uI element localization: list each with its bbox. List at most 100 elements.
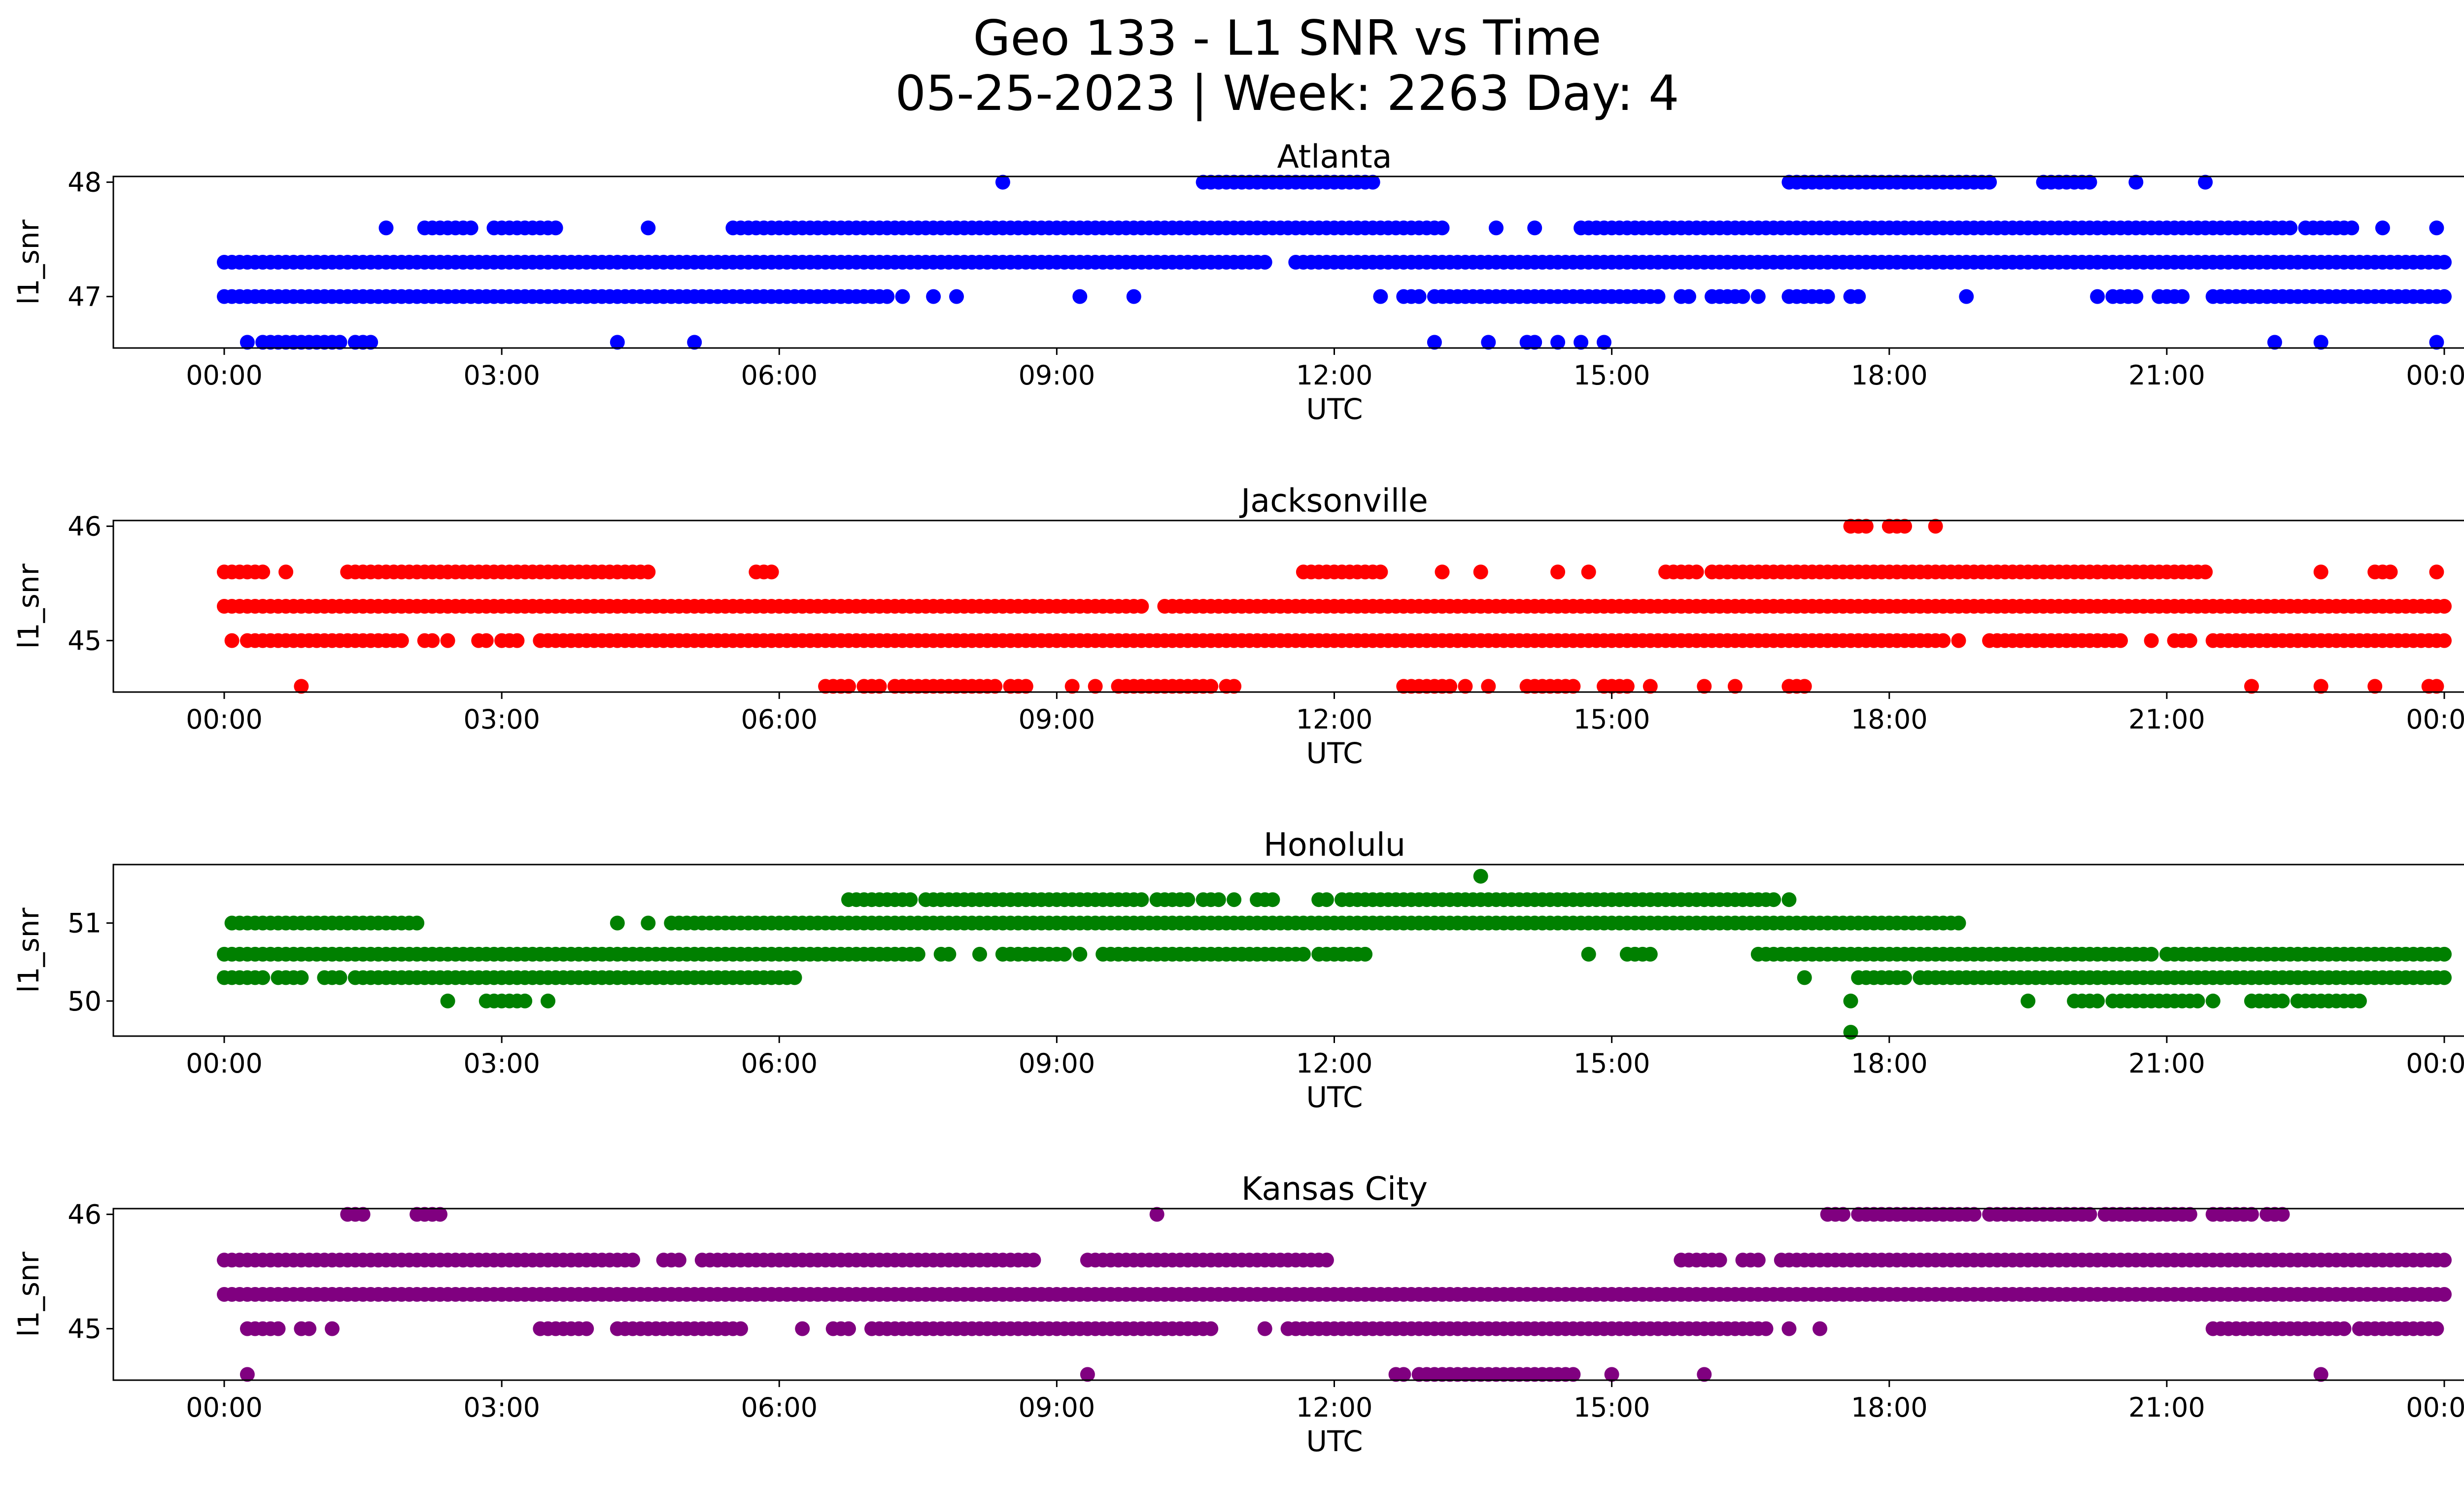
x-tick-label: 18:00 [1851,704,1928,735]
y-axis-label: l1_snr [12,1252,45,1337]
data-point [2313,1367,2328,1382]
data-point [1018,679,1033,694]
data-point [1527,335,1542,350]
data-point [795,1321,810,1336]
data-point [2182,633,2197,648]
data-point [332,970,347,985]
data-point [517,993,533,1008]
x-tick-label: 15:00 [1574,1392,1650,1423]
x-tick-label: 03:00 [463,360,540,391]
data-point [1550,335,1566,350]
data-point [240,1367,255,1382]
data-point [433,1207,447,1222]
data-point [1781,1321,1797,1336]
x-tick-label: 06:00 [741,704,818,735]
data-point [949,289,964,304]
data-point [1080,1367,1095,1382]
data-point [2437,1287,2452,1302]
data-point [1936,633,1951,648]
data-point [1435,220,1450,236]
data-point [2437,289,2452,304]
x-tick-label: 15:00 [1574,704,1650,735]
data-point [1897,970,1912,985]
data-point [2082,1207,2097,1222]
data-point [2090,289,2105,304]
data-point [2437,599,2452,614]
data-point [1781,892,1797,907]
x-tick-label: 18:00 [1851,1048,1928,1079]
x-tick-label: 00:00 [2406,360,2464,391]
data-point [988,679,1003,694]
data-point [2244,1207,2259,1222]
data-point [1566,1367,1581,1382]
suptitle-line-1: Geo 133 - L1 SNR vs Time [973,10,1602,67]
data-point [610,915,625,931]
data-point [2128,289,2144,304]
data-point [325,1321,340,1336]
data-point [425,633,440,648]
data-point [1851,289,1866,304]
data-point [1797,679,1812,694]
data-point [2205,993,2221,1008]
data-point [1581,564,1596,580]
data-point [1481,335,1496,350]
x-tick-label: 09:00 [1019,1048,1095,1079]
data-point [926,289,941,304]
scatter-series-jacksonville [217,519,2452,694]
data-point [1411,289,1427,304]
data-point [394,633,409,648]
data-point [410,915,425,931]
data-point [1458,679,1473,694]
x-tick-label: 12:00 [1296,704,1373,735]
x-tick-label: 06:00 [741,1392,818,1423]
x-tick-label: 09:00 [1019,704,1095,735]
y-tick-label: 45 [68,626,102,657]
data-point [224,633,240,648]
data-point [1203,679,1219,694]
data-point [1735,289,1750,304]
scatter-series-kansas-city [217,1207,2452,1382]
data-point [2383,564,2398,580]
x-tick-label: 12:00 [1296,1048,1373,1079]
data-point [1843,1025,1858,1040]
data-point [1550,564,1566,580]
data-point [479,633,494,648]
data-point [1858,519,1874,534]
data-point [255,564,271,580]
data-point [972,946,987,962]
panel-title-honolulu: Honolulu [1264,827,1405,864]
x-tick-label: 06:00 [741,1048,818,1079]
data-point [2429,335,2444,350]
data-point [641,915,656,931]
data-point [378,220,394,236]
data-point [1396,1367,1411,1382]
x-tick-label: 15:00 [1574,360,1650,391]
scatter-series-honolulu [217,869,2452,1040]
data-point [1072,289,1088,304]
data-point [1619,679,1635,694]
x-tick-label: 00:00 [2406,704,2464,735]
x-tick-label: 09:00 [1019,1392,1095,1423]
data-point [1064,679,1080,694]
data-point [872,679,887,694]
data-point [1689,564,1704,580]
data-point [463,220,479,236]
data-point [294,970,309,985]
data-point [1797,970,1812,985]
data-point [2128,174,2144,190]
data-point [1650,289,1666,304]
data-point [1928,519,1943,534]
data-point [641,564,656,580]
panel-title-atlanta: Atlanta [1277,139,1392,175]
data-point [787,970,802,985]
data-point [2437,946,2452,962]
data-point [1319,1252,1334,1268]
data-point [1712,1252,1727,1268]
x-tick-label: 00:00 [186,1048,263,1079]
data-point [2275,993,2290,1008]
data-point [1835,1207,1850,1222]
data-point [1365,174,1380,190]
data-point [302,1321,317,1336]
data-point [1203,1321,1219,1336]
x-axis-label: UTC [1306,392,1363,426]
